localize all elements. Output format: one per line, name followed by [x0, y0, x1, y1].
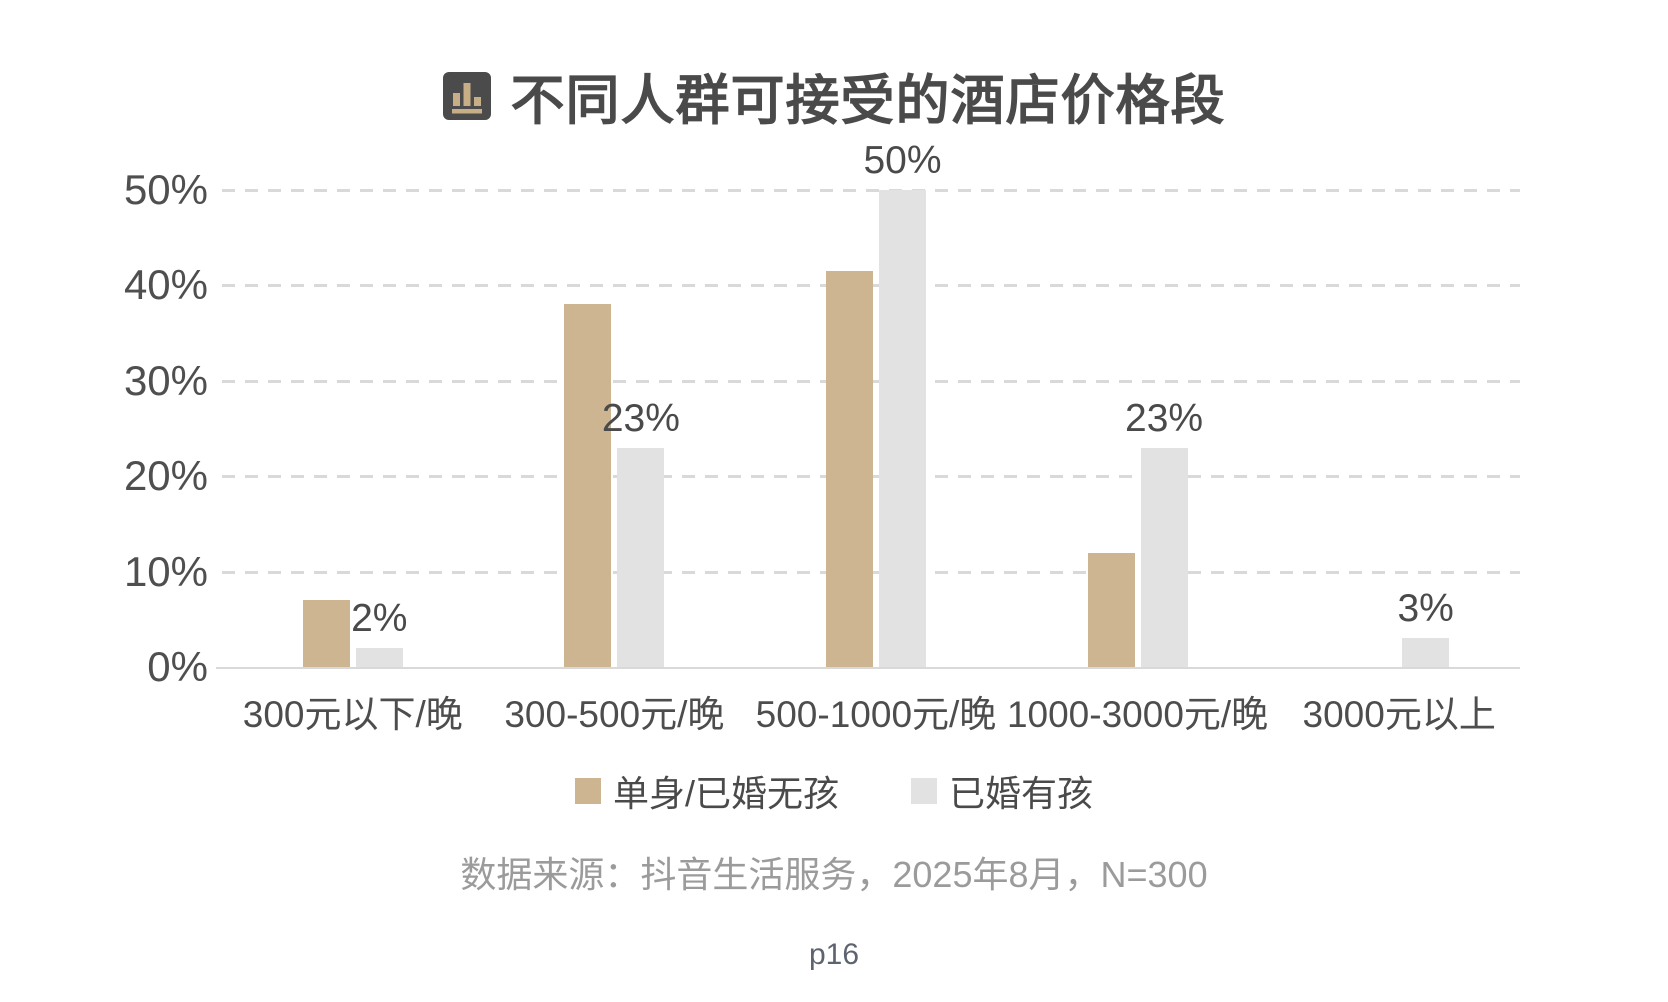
y-tick-label: 0% — [147, 643, 208, 690]
legend-swatch — [911, 778, 937, 804]
legend-item: 已婚有孩 — [911, 765, 1093, 817]
bar-groups: 2% 23% 50% 23% 3% — [222, 141, 1530, 667]
y-tick-label: 50% — [123, 166, 208, 213]
x-axis-label: 300-500元/晚 — [504, 694, 725, 735]
x-axis: 300元以下/晚 300-500元/晚 500-1000元/晚 1000-3000元/… — [222, 684, 1530, 738]
bar-series-2-cat-4: 23% — [1125, 399, 1203, 667]
y-tick-label: 40% — [123, 261, 208, 309]
y-tick-label: 10% — [123, 547, 208, 595]
bar-series-1-cat-1 — [302, 600, 350, 667]
bar-series-2-cat-1: 2% — [351, 599, 407, 667]
page-number: p16 — [808, 938, 860, 971]
bar-value-label: 2% — [351, 596, 408, 640]
bar-series-2-cat-2: 23% — [602, 399, 680, 667]
data-source-note: 数据来源：抖音生活服务，2025年8月，N=300 — [460, 854, 1208, 895]
legend-item: 单身/已婚无孩 — [574, 765, 839, 817]
bar-series-1-cat-2 — [564, 304, 612, 667]
x-axis-label: 500-1000元/晚 — [755, 694, 997, 735]
x-axis-label: 3000元以上 — [1302, 694, 1496, 735]
bar-chart-icon — [442, 71, 491, 120]
bar-series-2-cat-5: 3% — [1397, 589, 1454, 667]
bar-series-2-cat-3: 50% — [863, 141, 942, 667]
x-axis-line — [216, 667, 1520, 669]
y-axis: 0% 10% 20% 30% 40% 50% — [0, 169, 208, 688]
bar-group: 23% — [484, 190, 746, 667]
y-tick-label: 30% — [123, 356, 208, 404]
legend-label: 已婚有孩 — [949, 773, 1094, 814]
bar-value-label: 23% — [1125, 396, 1204, 440]
bar-series-1-cat-3 — [825, 271, 873, 667]
chart-title-row: 不同人群可接受的酒店价格段 — [0, 56, 1668, 135]
y-tick-label: 20% — [123, 452, 208, 500]
chart-title: 不同人群可接受的酒店价格段 — [510, 71, 1226, 131]
bar-group: 50% — [745, 141, 1007, 667]
bar-value-label: 3% — [1397, 587, 1454, 631]
bar-series-1-cat-4 — [1087, 552, 1135, 667]
bar-group: 3% — [1268, 190, 1530, 667]
x-axis-label: 300元以下/晚 — [242, 694, 463, 735]
x-axis-label: 1000-3000元/晚 — [1006, 694, 1269, 735]
legend-label: 单身/已婚无孩 — [612, 773, 839, 814]
bar-value-label: 50% — [863, 139, 942, 182]
plot-area: 2% 23% 50% 23% 3% — [216, 141, 1530, 669]
bar-group: 23% — [1007, 190, 1269, 667]
bar-value-label: 23% — [601, 396, 680, 440]
bar-group: 2% — [222, 190, 484, 667]
gridline — [222, 189, 1520, 192]
legend-swatch — [574, 778, 601, 804]
legend: 单身/已婚无孩 已婚有孩 — [0, 765, 1668, 817]
